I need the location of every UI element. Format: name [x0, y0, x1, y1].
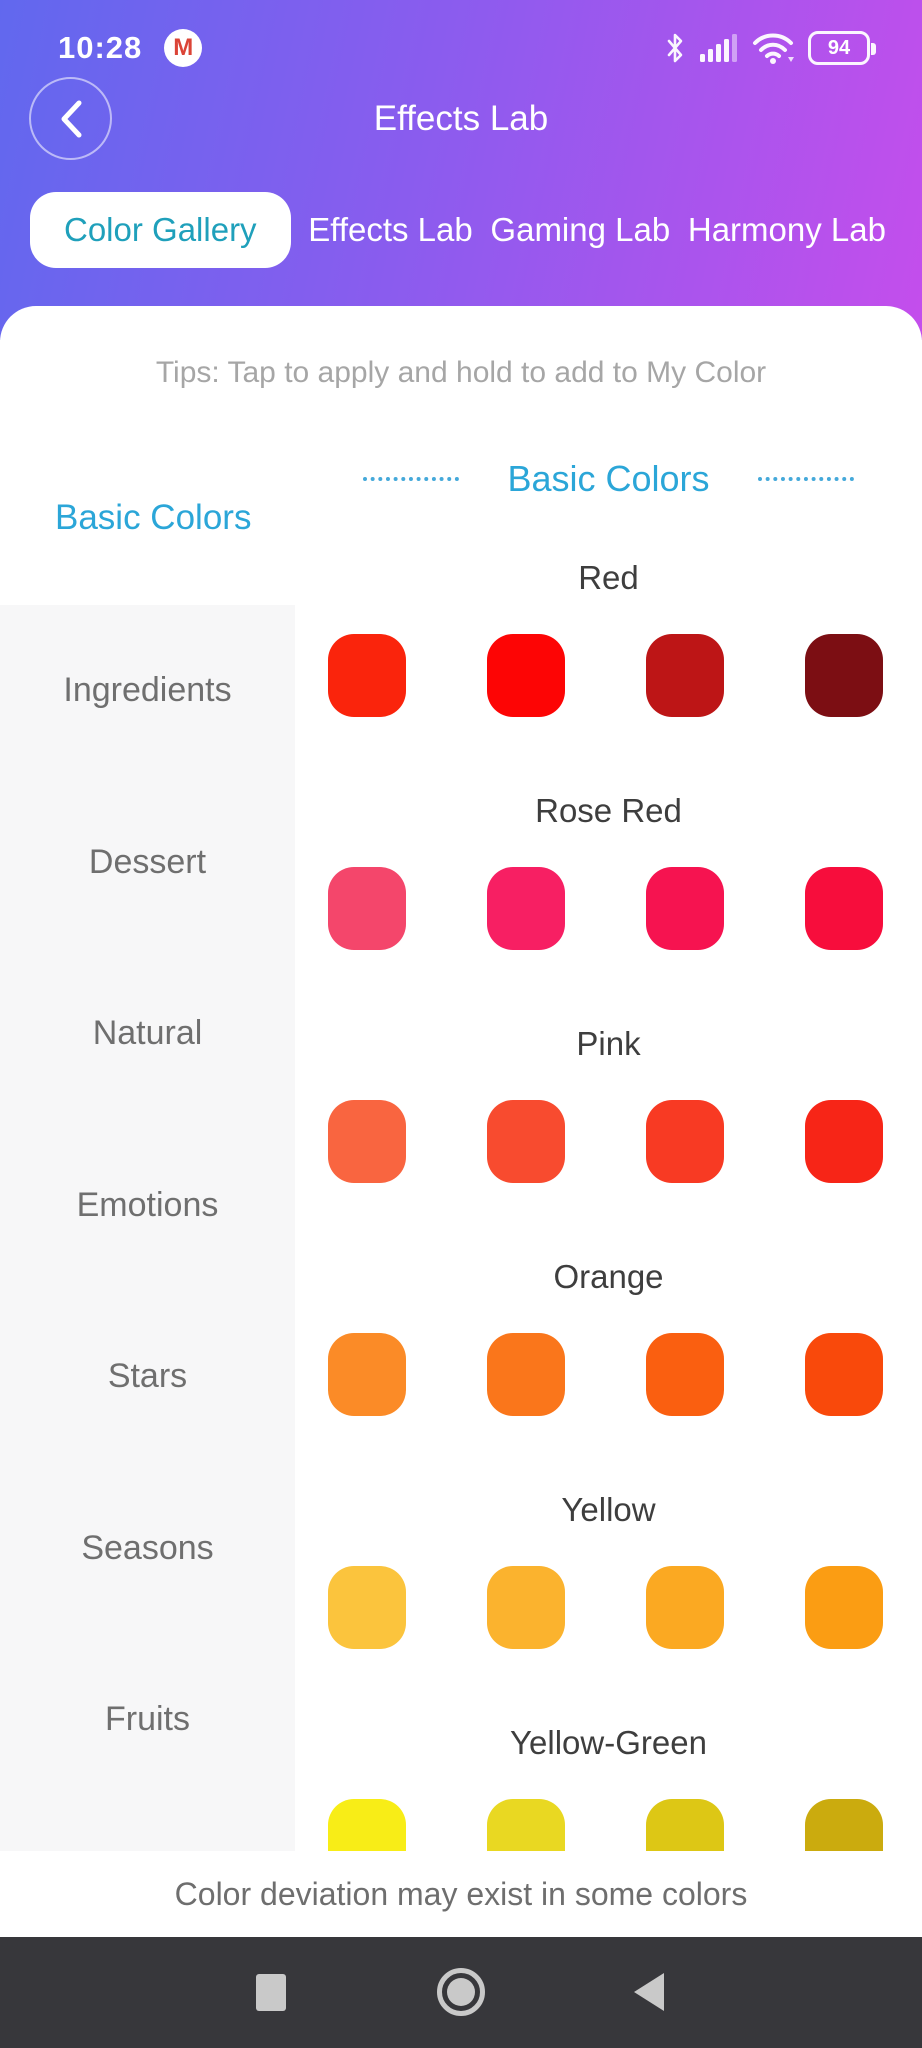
gmail-notification-icon: M — [164, 29, 203, 67]
color-swatch[interactable] — [328, 1333, 406, 1416]
color-group-title: Rose Red — [535, 792, 682, 829]
tab-effects-lab[interactable]: Effects Lab — [308, 211, 473, 248]
color-swatch[interactable] — [805, 1333, 883, 1416]
header-gradient: 10:28 M — [0, 0, 922, 340]
sidebar-item-dessert[interactable]: Dessert — [88, 842, 207, 881]
tips-text: Tips: Tap to apply and hold to add to My… — [155, 356, 767, 389]
recents-square-icon[interactable] — [256, 1974, 286, 2011]
section-title: Basic Colors — [507, 458, 710, 499]
dotted-rule-left — [363, 477, 460, 481]
page-title: Effects Lab — [373, 99, 549, 138]
color-swatch[interactable] — [646, 1333, 724, 1416]
content-card: Tips: Tap to apply and hold to add to My… — [0, 306, 922, 1937]
swatch-row — [295, 1333, 922, 1416]
home-circle-icon[interactable] — [437, 1968, 485, 2016]
color-group-title: Yellow — [561, 1491, 656, 1528]
tab-harmony-lab[interactable]: Harmony Lab — [687, 211, 886, 248]
color-swatch[interactable] — [805, 634, 883, 717]
color-swatch[interactable] — [328, 867, 406, 950]
color-group-pink: Pink — [295, 1011, 922, 1183]
section-header: Basic Colors — [295, 458, 922, 500]
color-swatch[interactable] — [646, 634, 724, 717]
color-swatch[interactable] — [646, 867, 724, 950]
color-group-title: Orange — [553, 1258, 664, 1295]
color-group-yellow: Yellow — [295, 1477, 922, 1649]
color-swatch[interactable] — [328, 1100, 406, 1183]
color-group-title: Yellow-Green — [510, 1724, 707, 1761]
swatch-row — [295, 1799, 922, 1851]
sidebar-item-emotions[interactable]: Emotions — [76, 1185, 219, 1224]
tab-color-gallery[interactable]: Color Gallery — [30, 192, 291, 268]
swatch-row — [295, 867, 922, 950]
bluetooth-icon — [667, 33, 683, 63]
color-swatch[interactable] — [646, 1566, 724, 1649]
color-swatch[interactable] — [805, 1799, 883, 1851]
color-swatch[interactable] — [805, 1566, 883, 1649]
android-nav-bar — [0, 1937, 922, 2048]
color-group-red: Red — [295, 545, 922, 717]
tab-gaming-lab[interactable]: Gaming Lab — [490, 211, 671, 248]
color-group-rose-red: Rose Red — [295, 778, 922, 950]
chevron-left-icon — [61, 100, 81, 137]
color-swatch[interactable] — [805, 867, 883, 950]
color-swatch[interactable] — [805, 1100, 883, 1183]
wifi-icon — [753, 33, 794, 64]
color-group-yellow-green: Yellow-Green — [295, 1710, 922, 1851]
color-group-orange: Orange — [295, 1244, 922, 1416]
color-swatch[interactable] — [646, 1100, 724, 1183]
color-swatch[interactable] — [646, 1799, 724, 1851]
color-swatch[interactable] — [328, 1566, 406, 1649]
color-swatch[interactable] — [487, 1799, 565, 1851]
back-button[interactable] — [29, 77, 112, 160]
color-swatch[interactable] — [487, 1333, 565, 1416]
footer-note: Color deviation may exist in some colors — [0, 1851, 922, 1937]
sidebar-item-natural[interactable]: Natural — [92, 1014, 203, 1053]
color-swatch[interactable] — [328, 1799, 406, 1851]
color-group-title: Red — [578, 559, 639, 596]
status-bar: 10:28 M — [58, 26, 876, 70]
battery-percent: 94 — [827, 36, 851, 59]
color-swatch[interactable] — [328, 634, 406, 717]
tab-bar: Color Gallery Effects Lab Gaming Lab Har… — [30, 192, 886, 268]
swatch-row — [295, 634, 922, 717]
swatch-row — [295, 1566, 922, 1649]
sidebar-active-category[interactable]: Basic Colors — [55, 498, 252, 537]
sidebar-item-stars[interactable]: Stars — [107, 1357, 188, 1396]
color-swatch[interactable] — [487, 1100, 565, 1183]
dotted-rule-right — [757, 477, 854, 481]
color-groups-area: Red Rose Red Pink Orange Yellow Yellow-Green — [295, 306, 922, 1851]
color-swatch[interactable] — [487, 867, 565, 950]
sidebar-item-seasons[interactable]: Seasons — [81, 1528, 214, 1567]
sidebar-item-ingredients[interactable]: Ingredients — [63, 671, 232, 710]
category-sidebar: Ingredients Dessert Natural Emotions Stars Se… — [0, 605, 295, 1851]
swatch-row — [295, 1100, 922, 1183]
clock: 10:28 — [58, 30, 143, 65]
signal-icon — [700, 34, 737, 62]
color-swatch[interactable] — [487, 1566, 565, 1649]
color-group-title: Pink — [576, 1025, 641, 1062]
sidebar-item-fruits[interactable]: Fruits — [105, 1700, 190, 1739]
back-triangle-icon[interactable] — [634, 1973, 664, 2011]
color-swatch[interactable] — [487, 634, 565, 717]
battery-icon: 94 — [808, 31, 876, 65]
